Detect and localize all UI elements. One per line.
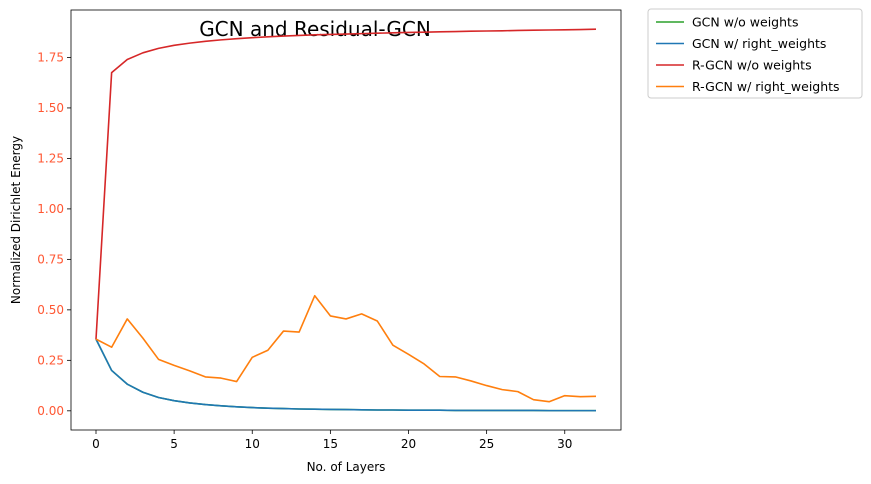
x-axis: 0 5 10 15 20 25 30 <box>92 430 572 451</box>
chart-title: GCN and Residual-GCN <box>199 17 431 41</box>
legend-label: R-GCN w/ right_weights <box>692 79 840 94</box>
series-line-2 <box>95 338 596 412</box>
series-lines <box>95 28 597 412</box>
x-tick-label: 0 <box>92 437 100 451</box>
y-tick-label: 1.25 <box>37 151 64 165</box>
y-tick-label: 1.50 <box>37 101 64 115</box>
legend-label: R-GCN w/o weights <box>692 58 812 73</box>
legend-frame <box>647 8 863 99</box>
x-axis-label: No. of Layers <box>307 460 386 474</box>
y-axis: 0.00 0.25 0.50 0.75 1.00 1.25 1.50 1.75 <box>37 50 71 418</box>
legend-label: GCN w/ right_weights <box>692 36 826 51</box>
y-tick-label: 1.00 <box>37 202 64 216</box>
series-line-3 <box>95 28 597 340</box>
legend: GCN w/o weights GCN w/ right_weights R-GCN… <box>647 8 863 99</box>
plot-area <box>70 9 622 431</box>
y-tick-label: 0.75 <box>37 252 64 266</box>
series-line-4 <box>95 294 597 403</box>
x-tick-label: 20 <box>401 437 416 451</box>
y-tick-label: 0.25 <box>37 353 64 367</box>
x-tick-label: 25 <box>479 437 494 451</box>
y-axis-label: Normalized Dirichlet Energy <box>9 136 23 304</box>
plot-frame <box>70 9 622 431</box>
x-tick-label: 10 <box>245 437 260 451</box>
legend-label: GCN w/o weights <box>692 15 798 30</box>
x-tick-label: 30 <box>557 437 572 451</box>
y-tick-label: 0.00 <box>37 404 64 418</box>
x-tick-label: 5 <box>170 437 178 451</box>
y-tick-label: 1.75 <box>37 50 64 64</box>
y-tick-label: 0.50 <box>37 303 64 317</box>
x-tick-label: 15 <box>323 437 338 451</box>
